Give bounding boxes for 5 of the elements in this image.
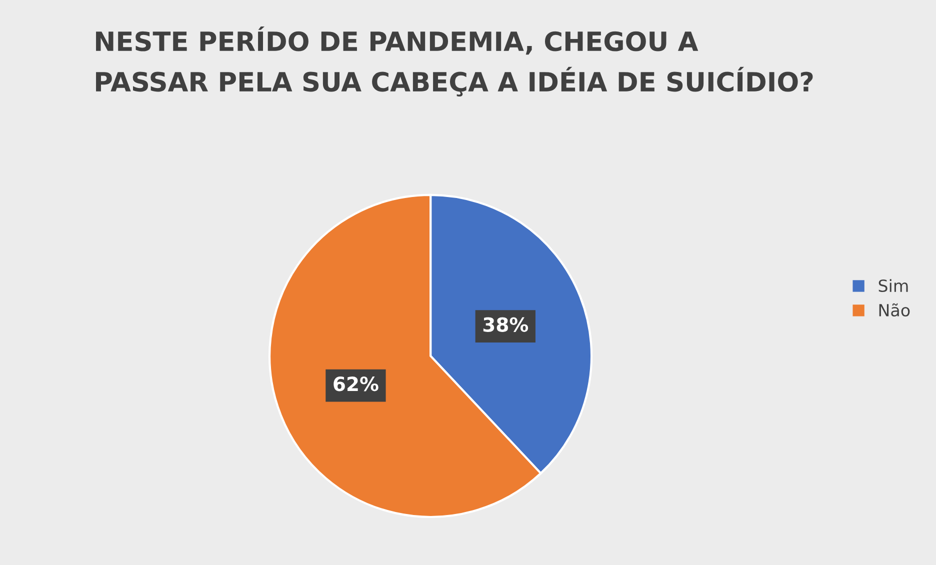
chart-title: NESTE PERÍDO DE PANDEMIA, CHEGOU A PASSAR PELA SUA CABEÇA A IDÉIA DE SUICÍDIO? [96, 26, 813, 97]
legend-label: Sim [878, 279, 908, 292]
legend-label: Não [879, 303, 910, 317]
data-label: 38% [483, 317, 528, 332]
data-label: 62% [334, 376, 378, 392]
